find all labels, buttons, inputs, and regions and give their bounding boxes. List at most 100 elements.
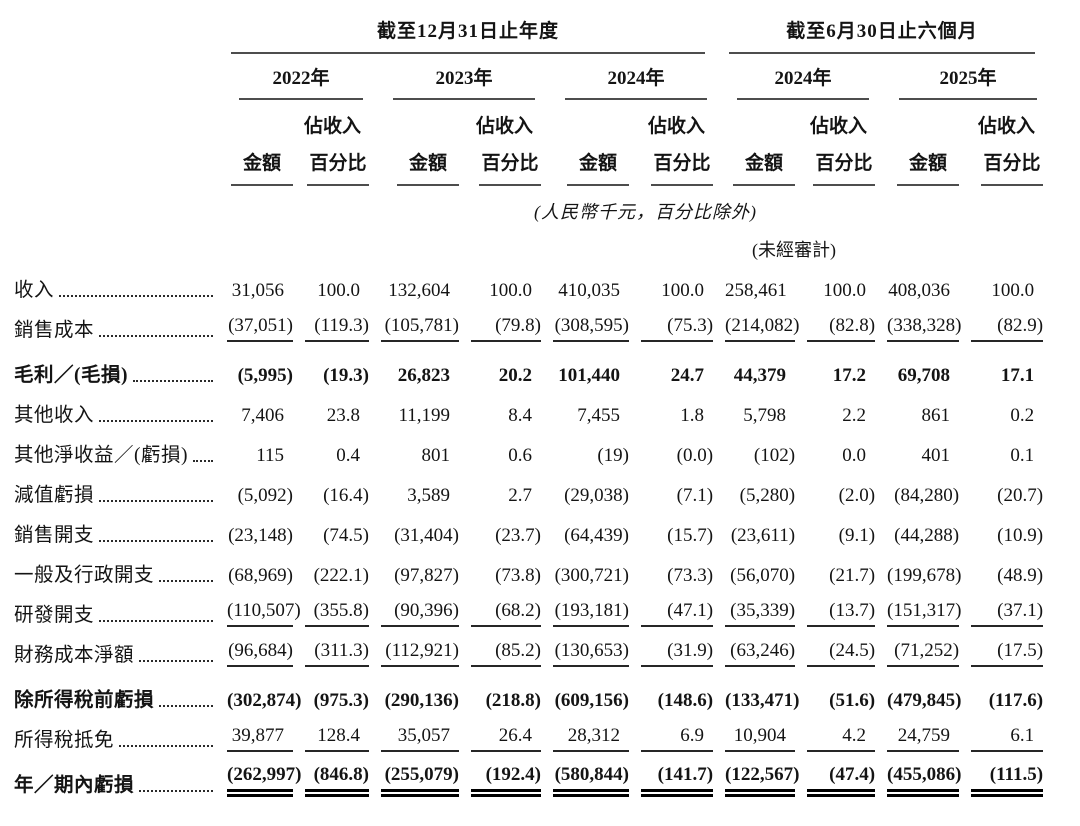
dot-leader	[133, 380, 213, 382]
cell-number: (192.4)	[485, 764, 541, 785]
cell-number: 69,708	[897, 365, 951, 386]
cell-number: (51.6)	[829, 690, 876, 711]
cell-number: 801	[421, 445, 451, 466]
cell-value: (37,051)	[215, 302, 293, 342]
cell-value: 101,440	[541, 342, 629, 387]
spacer	[14, 6, 215, 54]
cell-number: (0.0)	[676, 445, 714, 466]
cell-number: (355.8)	[313, 600, 369, 621]
cell-number: (20.7)	[997, 485, 1044, 506]
dot-leader	[99, 500, 213, 502]
amount-header: 金額	[875, 138, 960, 186]
cell-value: (308,595)	[541, 302, 629, 342]
cell-value: (19)	[541, 427, 629, 467]
cell-number: 24,759	[897, 725, 951, 746]
table-header: 截至12月31日止年度 截至6月30日止六個月 2022年 2023年 2024…	[14, 6, 1044, 262]
row-label: 毛利／(毛損)	[14, 342, 215, 387]
cell-number: 3,589	[407, 485, 450, 506]
row-label-text: 研發開支	[14, 605, 95, 626]
row-label-text: 年／期內虧損	[14, 775, 135, 796]
unaudited-note: (未經審計)	[752, 240, 837, 260]
spacer	[215, 100, 293, 138]
row-label: 所得稅抵免	[14, 712, 215, 752]
spacer	[14, 186, 215, 224]
pct-of-revenue-header: 佔收入	[475, 116, 533, 137]
row-label-text: 財務成本淨額	[14, 645, 135, 666]
cell-number: 401	[921, 445, 951, 466]
cell-number: (24.5)	[829, 640, 876, 661]
row-label: 一般及行政開支	[14, 547, 215, 587]
cell-number: (130,653)	[554, 640, 629, 661]
cell-value: 5,798	[713, 387, 795, 427]
document-page: { "document": { "period_groups": [ { "ti…	[0, 6, 1080, 826]
row-label-text: 減值虧損	[14, 485, 95, 506]
cell-value: (85.2)	[459, 627, 541, 667]
cell-value: (74.5)	[293, 507, 369, 547]
cell-number: (75.3)	[667, 315, 714, 336]
row-label-text: 其他淨收益／(虧損)	[14, 445, 188, 466]
cell-number: 4.2	[842, 725, 867, 746]
cell-number: 10,904	[733, 725, 787, 746]
cell-value: (23,611)	[713, 507, 795, 547]
cell-number: 0.4	[336, 445, 360, 466]
cell-value: (37.1)	[959, 587, 1044, 627]
spacer	[14, 54, 215, 100]
dot-leader	[99, 420, 213, 422]
cell-number: (148.6)	[657, 690, 714, 711]
cell-value: 0.6	[459, 427, 541, 467]
amount-header: 金額	[215, 138, 293, 186]
row-label: 財務成本淨額	[14, 627, 215, 667]
row-label: 年／期內虧損	[14, 752, 215, 797]
cell-number: 408,036	[888, 280, 951, 301]
cell-value: (214,082)	[713, 302, 799, 342]
period-group-interim: 截至6月30日止六個月	[713, 6, 1043, 54]
cell-number: 23.8	[326, 405, 360, 426]
cell-value: 11,199	[369, 387, 459, 427]
pct-header: 百分比	[959, 138, 1044, 186]
cell-value: 28,312	[541, 712, 629, 752]
cell-number: (84,280)	[894, 485, 960, 506]
spacer	[875, 224, 1043, 262]
cell-number: 24.7	[670, 365, 705, 386]
period-group-annual: 截至12月31日止年度	[215, 6, 713, 54]
year-column-2023: 2023年	[369, 54, 541, 100]
cell-value: (117.6)	[959, 667, 1043, 712]
cell-value: 861	[875, 387, 959, 427]
row-label: 其他淨收益／(虧損)	[14, 427, 215, 467]
row-label-text: 其他收入	[14, 405, 95, 426]
cell-value: 100.0	[629, 262, 713, 302]
cell-value: (9.1)	[795, 507, 875, 547]
cell-value: (580,844)	[541, 752, 629, 797]
cell-number: (23,148)	[228, 525, 293, 546]
cell-number: 128.4	[317, 725, 360, 746]
cell-number: (110,507)	[227, 600, 301, 621]
cell-value: (141.7)	[629, 752, 714, 797]
amount-header: 金額	[369, 138, 459, 186]
period-group-title: 截至6月30日止六個月	[729, 16, 1036, 54]
cell-number: (151,317)	[887, 600, 962, 621]
cell-number: (31.9)	[667, 640, 714, 661]
cell-number: 0.1	[1010, 445, 1035, 466]
cell-value: (290,136)	[369, 667, 459, 712]
cell-value: (29,038)	[541, 467, 629, 507]
cell-number: (193,181)	[554, 600, 629, 621]
cell-value: (262,997)	[215, 752, 301, 797]
cell-value: (31,404)	[369, 507, 459, 547]
cell-number: (29,038)	[564, 485, 629, 506]
cell-value: (846.8)	[293, 752, 369, 797]
table-row: 年／期內虧損 (262,997) (846.8) (255,079) (192.4) (5…	[14, 752, 1044, 797]
cell-value: 0.2	[959, 387, 1043, 427]
cell-value: (2.0)	[795, 467, 875, 507]
cell-value: (44,288)	[875, 507, 959, 547]
cell-value: (73.8)	[459, 547, 541, 587]
cell-number: (82.9)	[997, 315, 1044, 336]
pct-of-revenue-header: 佔收入	[303, 116, 361, 137]
cell-number: 39,877	[231, 725, 284, 746]
cell-number: 7,455	[577, 405, 620, 426]
cell-number: 100.0	[823, 280, 867, 301]
income-statement-table: 截至12月31日止年度 截至6月30日止六個月 2022年 2023年 2024…	[14, 6, 1044, 797]
cell-value: (71,252)	[875, 627, 960, 667]
cell-number: 44,379	[733, 365, 787, 386]
cell-value: 24,759	[875, 712, 960, 752]
cell-value: 100.0	[959, 262, 1043, 302]
